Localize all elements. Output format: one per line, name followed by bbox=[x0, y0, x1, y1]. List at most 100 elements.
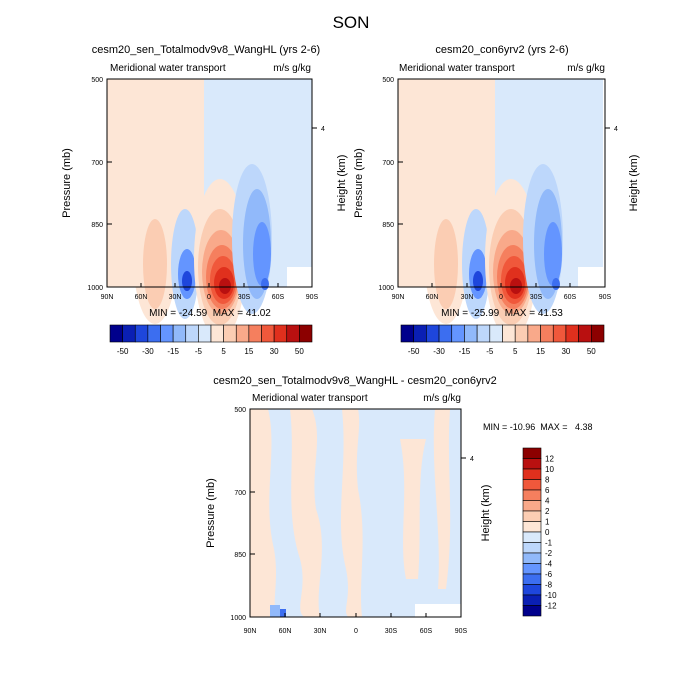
panel-2-xtick-30n: 30N bbox=[461, 294, 474, 301]
panel-2-ytick-500: 500 bbox=[382, 77, 394, 84]
panel-1-colorbar-label: 5 bbox=[221, 347, 226, 356]
panel-3-colorbar-box bbox=[522, 531, 542, 543]
panel-1-ylabel: Pressure (mb) bbox=[61, 148, 73, 218]
panel-1-colorbar-label: 50 bbox=[295, 347, 304, 356]
panel-2-title: cesm20_con6yrv2 (yrs 2-6) bbox=[435, 44, 568, 56]
panel-2-xtick-60s: 60S bbox=[564, 294, 577, 301]
panel-3-colorbar-box bbox=[522, 479, 542, 491]
panel-2-colorbar-box bbox=[489, 324, 503, 343]
panel-3-ylabel-right: Height (km) bbox=[480, 485, 492, 542]
panel-3-xtick-90n: 90N bbox=[244, 628, 257, 635]
panel-1-xtick-90n: 90N bbox=[101, 294, 114, 301]
panel-2-colorbar-box bbox=[527, 324, 541, 343]
panel-3-colorbar-label: -8 bbox=[545, 581, 553, 590]
panel-1-colorbar-box bbox=[122, 324, 136, 343]
panel-3-subtitle-left: Meridional water transport bbox=[252, 393, 368, 404]
panel-2-colorbar-box bbox=[578, 324, 592, 343]
panel-3-colorbar-label: -10 bbox=[545, 591, 557, 600]
panel-2-xtick-90n: 90N bbox=[392, 294, 405, 301]
panel-2-colorbar: -50 -30 -15 -5 5 15 30 50 bbox=[400, 324, 605, 356]
panel-3-colorbar-label: 10 bbox=[545, 465, 554, 474]
panel-3-stats: MIN = -10.96 MAX = 4.38 bbox=[483, 422, 593, 432]
panel-3-colorbar-label: 12 bbox=[545, 455, 554, 464]
panel-3-colorbar-label: -6 bbox=[545, 570, 553, 579]
panel-3-ytick-700: 700 bbox=[234, 490, 246, 497]
panel-2-xtick-90s: 90S bbox=[599, 294, 612, 301]
panel-3-y-axis: 500 700 850 1000 bbox=[230, 407, 255, 622]
panel-1-colorbar-label: 15 bbox=[244, 347, 253, 356]
panel-3-colorbar-box bbox=[522, 594, 542, 606]
panel-2-colorbar-box bbox=[514, 324, 529, 343]
panel-2-ytick-850: 850 bbox=[382, 222, 394, 229]
panel-3-colorbar-box bbox=[522, 521, 542, 533]
panel-2-colorbar-label: 30 bbox=[561, 347, 570, 356]
panel-2-colorbar-label: 15 bbox=[536, 347, 545, 356]
panel-3-xtick-30s: 30S bbox=[385, 628, 398, 635]
panel-1-colorbar-label: -15 bbox=[167, 347, 179, 356]
panel-2-colorbar-label: 5 bbox=[513, 347, 518, 356]
panel-3-xtick-60n: 60N bbox=[279, 628, 292, 635]
panel-3-colorbar-label: -1 bbox=[545, 539, 553, 548]
panel-3-colorbar-box bbox=[522, 563, 542, 575]
panel-1-colorbar-box bbox=[198, 324, 212, 343]
panel-1-colorbar-box bbox=[185, 324, 199, 343]
panel-3-colorbar-box bbox=[522, 447, 542, 459]
panel-3-colorbar-label: -4 bbox=[545, 560, 553, 569]
panel-3-colorbar-box bbox=[522, 542, 542, 554]
panel-3: cesm20_sen_Totalmodv9v8_WangHL - cesm20_… bbox=[205, 375, 593, 635]
panel-3-title: cesm20_sen_Totalmodv9v8_WangHL - cesm20_… bbox=[213, 375, 497, 387]
panel-2-colorbar-label: -50 bbox=[408, 347, 420, 356]
panel-1-colorbar-box bbox=[223, 324, 237, 343]
panel-1-colorbar-box bbox=[286, 324, 300, 343]
panel-1-colorbar-box bbox=[210, 324, 224, 343]
panel-3-colorbar-box bbox=[522, 573, 542, 585]
panel-3-colorbar-label: 6 bbox=[545, 486, 550, 495]
panel-2-colorbar-label: -30 bbox=[433, 347, 445, 356]
panel-2-ytick-700: 700 bbox=[382, 160, 394, 167]
panel-2-ytick-1000: 1000 bbox=[378, 285, 394, 292]
figure-title: SON bbox=[333, 13, 370, 32]
panel-3-colorbar-box bbox=[522, 552, 542, 564]
panel-3-colorbar-box bbox=[522, 500, 542, 512]
panel-2-colorbar-box bbox=[400, 324, 414, 343]
panel-1-ytick-500: 500 bbox=[91, 77, 103, 84]
panel-1-colorbar: -50 -30 -15 -5 5 15 30 50 bbox=[109, 324, 313, 356]
panel-2-colorbar-label: -15 bbox=[459, 347, 471, 356]
panel-2-colorbar-box bbox=[451, 324, 465, 343]
panel-1-xtick-60n: 60N bbox=[135, 294, 148, 301]
panel-3-colorbar-box bbox=[522, 510, 542, 522]
panel-2-colorbar-box bbox=[413, 324, 427, 343]
panel-2-stats: MIN = -25.99 MAX = 41.53 bbox=[441, 308, 563, 319]
panel-3-ytick-850: 850 bbox=[234, 552, 246, 559]
panel-3-xtick-90s: 90S bbox=[455, 628, 468, 635]
panel-2-colorbar-box bbox=[552, 324, 567, 343]
panel-3-field bbox=[250, 409, 461, 617]
panel-1-xtick-90s: 90S bbox=[306, 294, 319, 301]
panel-1-colorbar-label: -50 bbox=[117, 347, 129, 356]
panel-3-xtick-0: 0 bbox=[354, 628, 358, 635]
panel-1-subtitle-right: m/s g/kg bbox=[273, 63, 311, 74]
panel-2-xtick-30s: 30S bbox=[530, 294, 543, 301]
panel-3-colorbar-label: 8 bbox=[545, 476, 550, 485]
panel-3-colorbar-label: 1 bbox=[545, 518, 550, 527]
panel-2-colorbar-box bbox=[591, 324, 605, 343]
panel-1-title: cesm20_sen_Totalmodv9v8_WangHL (yrs 2-6) bbox=[92, 44, 320, 56]
panel-3-colorbar-label: 0 bbox=[545, 528, 550, 537]
panel-3-colorbar-box bbox=[522, 605, 542, 617]
panel-1-ytick-700: 700 bbox=[91, 160, 103, 167]
panel-3-subtitle-right: m/s g/kg bbox=[423, 393, 461, 404]
panel-1-xtick-60s: 60S bbox=[272, 294, 285, 301]
panel-1-x-axis: 90N 60N 30N 0 30S 60S 90S bbox=[101, 283, 319, 301]
panel-1-ylabel-right: Height (km) bbox=[336, 155, 348, 212]
panel-2-colorbar-box bbox=[438, 324, 453, 343]
panel-1-colorbar-box bbox=[160, 324, 174, 343]
panel-1-colorbar-box bbox=[172, 324, 187, 343]
panel-2: cesm20_con6yrv2 (yrs 2-6) Meridional wat… bbox=[353, 44, 640, 356]
panel-1-colorbar-label: -5 bbox=[195, 347, 203, 356]
panel-3-colorbar-box bbox=[522, 458, 542, 470]
panel-1-colorbar-label: -30 bbox=[142, 347, 154, 356]
panel-2-colorbar-box bbox=[426, 324, 440, 343]
panel-2-colorbar-box bbox=[502, 324, 516, 343]
panel-3-colorbar-label: -12 bbox=[545, 602, 557, 611]
